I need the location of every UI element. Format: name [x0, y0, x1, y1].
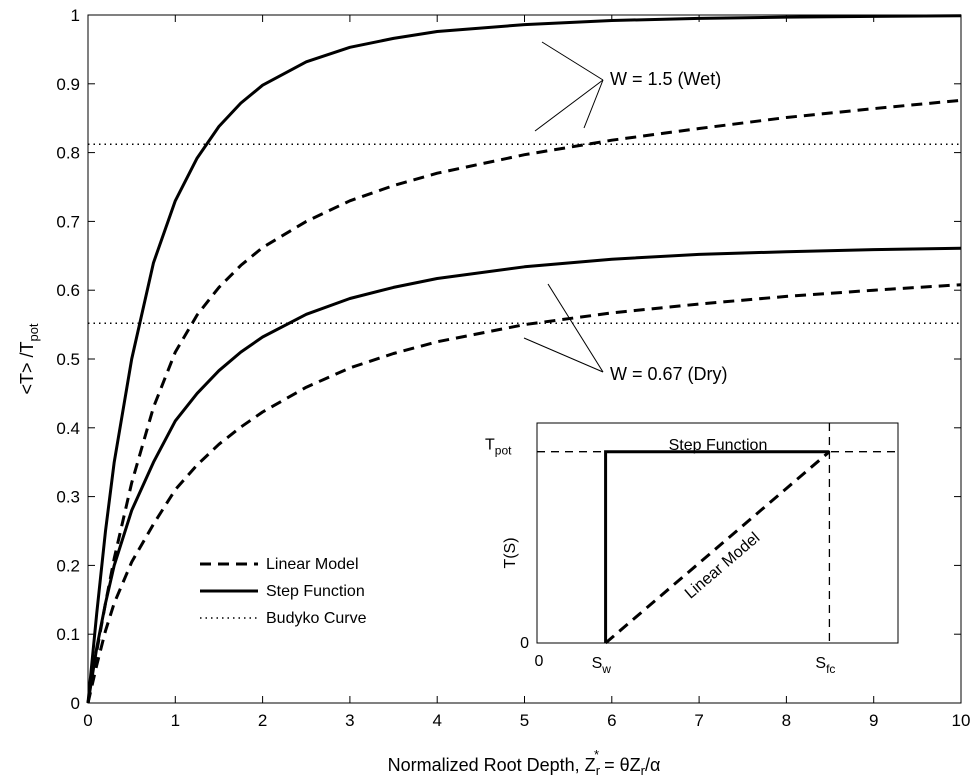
y-tick-label: 0.3 — [56, 488, 80, 507]
legend-label-budyko-curve: Budyko Curve — [266, 610, 367, 627]
series-line-solid — [86, 246, 962, 704]
y-tick-label: 0.9 — [56, 75, 80, 94]
x-tick-label: 6 — [607, 711, 616, 730]
y-tick-label: 0.2 — [56, 556, 80, 575]
x-tick-label: 7 — [694, 711, 703, 730]
x-tick-label: 2 — [258, 711, 267, 730]
inset-title: Step Function — [669, 437, 768, 454]
x-tick-label: 0 — [83, 711, 92, 730]
y-tick-label: 0.1 — [56, 625, 80, 644]
series-line-dashed — [86, 98, 962, 704]
annotation-pointer — [523, 337, 604, 373]
annotation-pointer — [541, 41, 604, 81]
annotation-wet: W = 1.5 (Wet) — [610, 69, 721, 89]
y-tick-label: 0.8 — [56, 144, 80, 163]
x-axis-label: Normalized Root Depth, Zr* = θZr/α — [388, 747, 661, 778]
annotations: W = 1.5 (Wet) W = 0.67 (Dry) — [523, 41, 728, 384]
main-axes: 0 1 2 3 4 5 6 7 8 9 1000.10.20.30.40.50.60.70.80.9… — [17, 6, 970, 778]
x-tick-label: 4 — [432, 711, 441, 730]
inset-linear-line — [604, 450, 831, 645]
y-tick-label: 0.5 — [56, 350, 80, 369]
inset-sfc-label: Sfc — [815, 655, 835, 676]
inset-step-line — [604, 450, 830, 643]
annotation-pointer — [583, 79, 604, 129]
x-tick-label: 1 — [171, 711, 180, 730]
legend-label-linear-model: Linear Model — [266, 556, 359, 573]
x-tick-label: 5 — [520, 711, 529, 730]
inset-y-axis-label: T(S) — [502, 537, 519, 568]
legend: Linear Model Step Function Budyko Curve — [200, 556, 367, 627]
x-tick-label: 10 — [952, 711, 971, 730]
inset-y-zero-label: 0 — [520, 635, 529, 652]
annotation-dry: W = 0.67 (Dry) — [610, 364, 728, 384]
inset-x-zero-label: 0 — [535, 653, 544, 670]
y-tick-label: 0.7 — [56, 212, 80, 231]
annotation-pointer — [534, 79, 604, 132]
legend-label-step-function: Step Function — [266, 583, 365, 600]
annotation-pointer — [547, 283, 604, 373]
x-tick-label: 3 — [345, 711, 354, 730]
y-tick-label: 0.4 — [56, 419, 80, 438]
inset-sw-label: Sw — [592, 655, 612, 676]
series-line-solid — [86, 14, 962, 704]
main-plot-area — [86, 14, 962, 704]
inset-frame — [536, 422, 899, 644]
x-tick-label: 8 — [782, 711, 791, 730]
y-axis-label: <T> /Tpot — [17, 323, 41, 394]
series-line-dashed — [86, 283, 962, 704]
y-tick-label: 0.6 — [56, 281, 80, 300]
x-tick-label: 9 — [869, 711, 878, 730]
inset-tpot-label: Tpot — [485, 437, 512, 458]
y-tick-label: 0 — [71, 694, 80, 713]
y-tick-label: 1 — [71, 6, 80, 25]
